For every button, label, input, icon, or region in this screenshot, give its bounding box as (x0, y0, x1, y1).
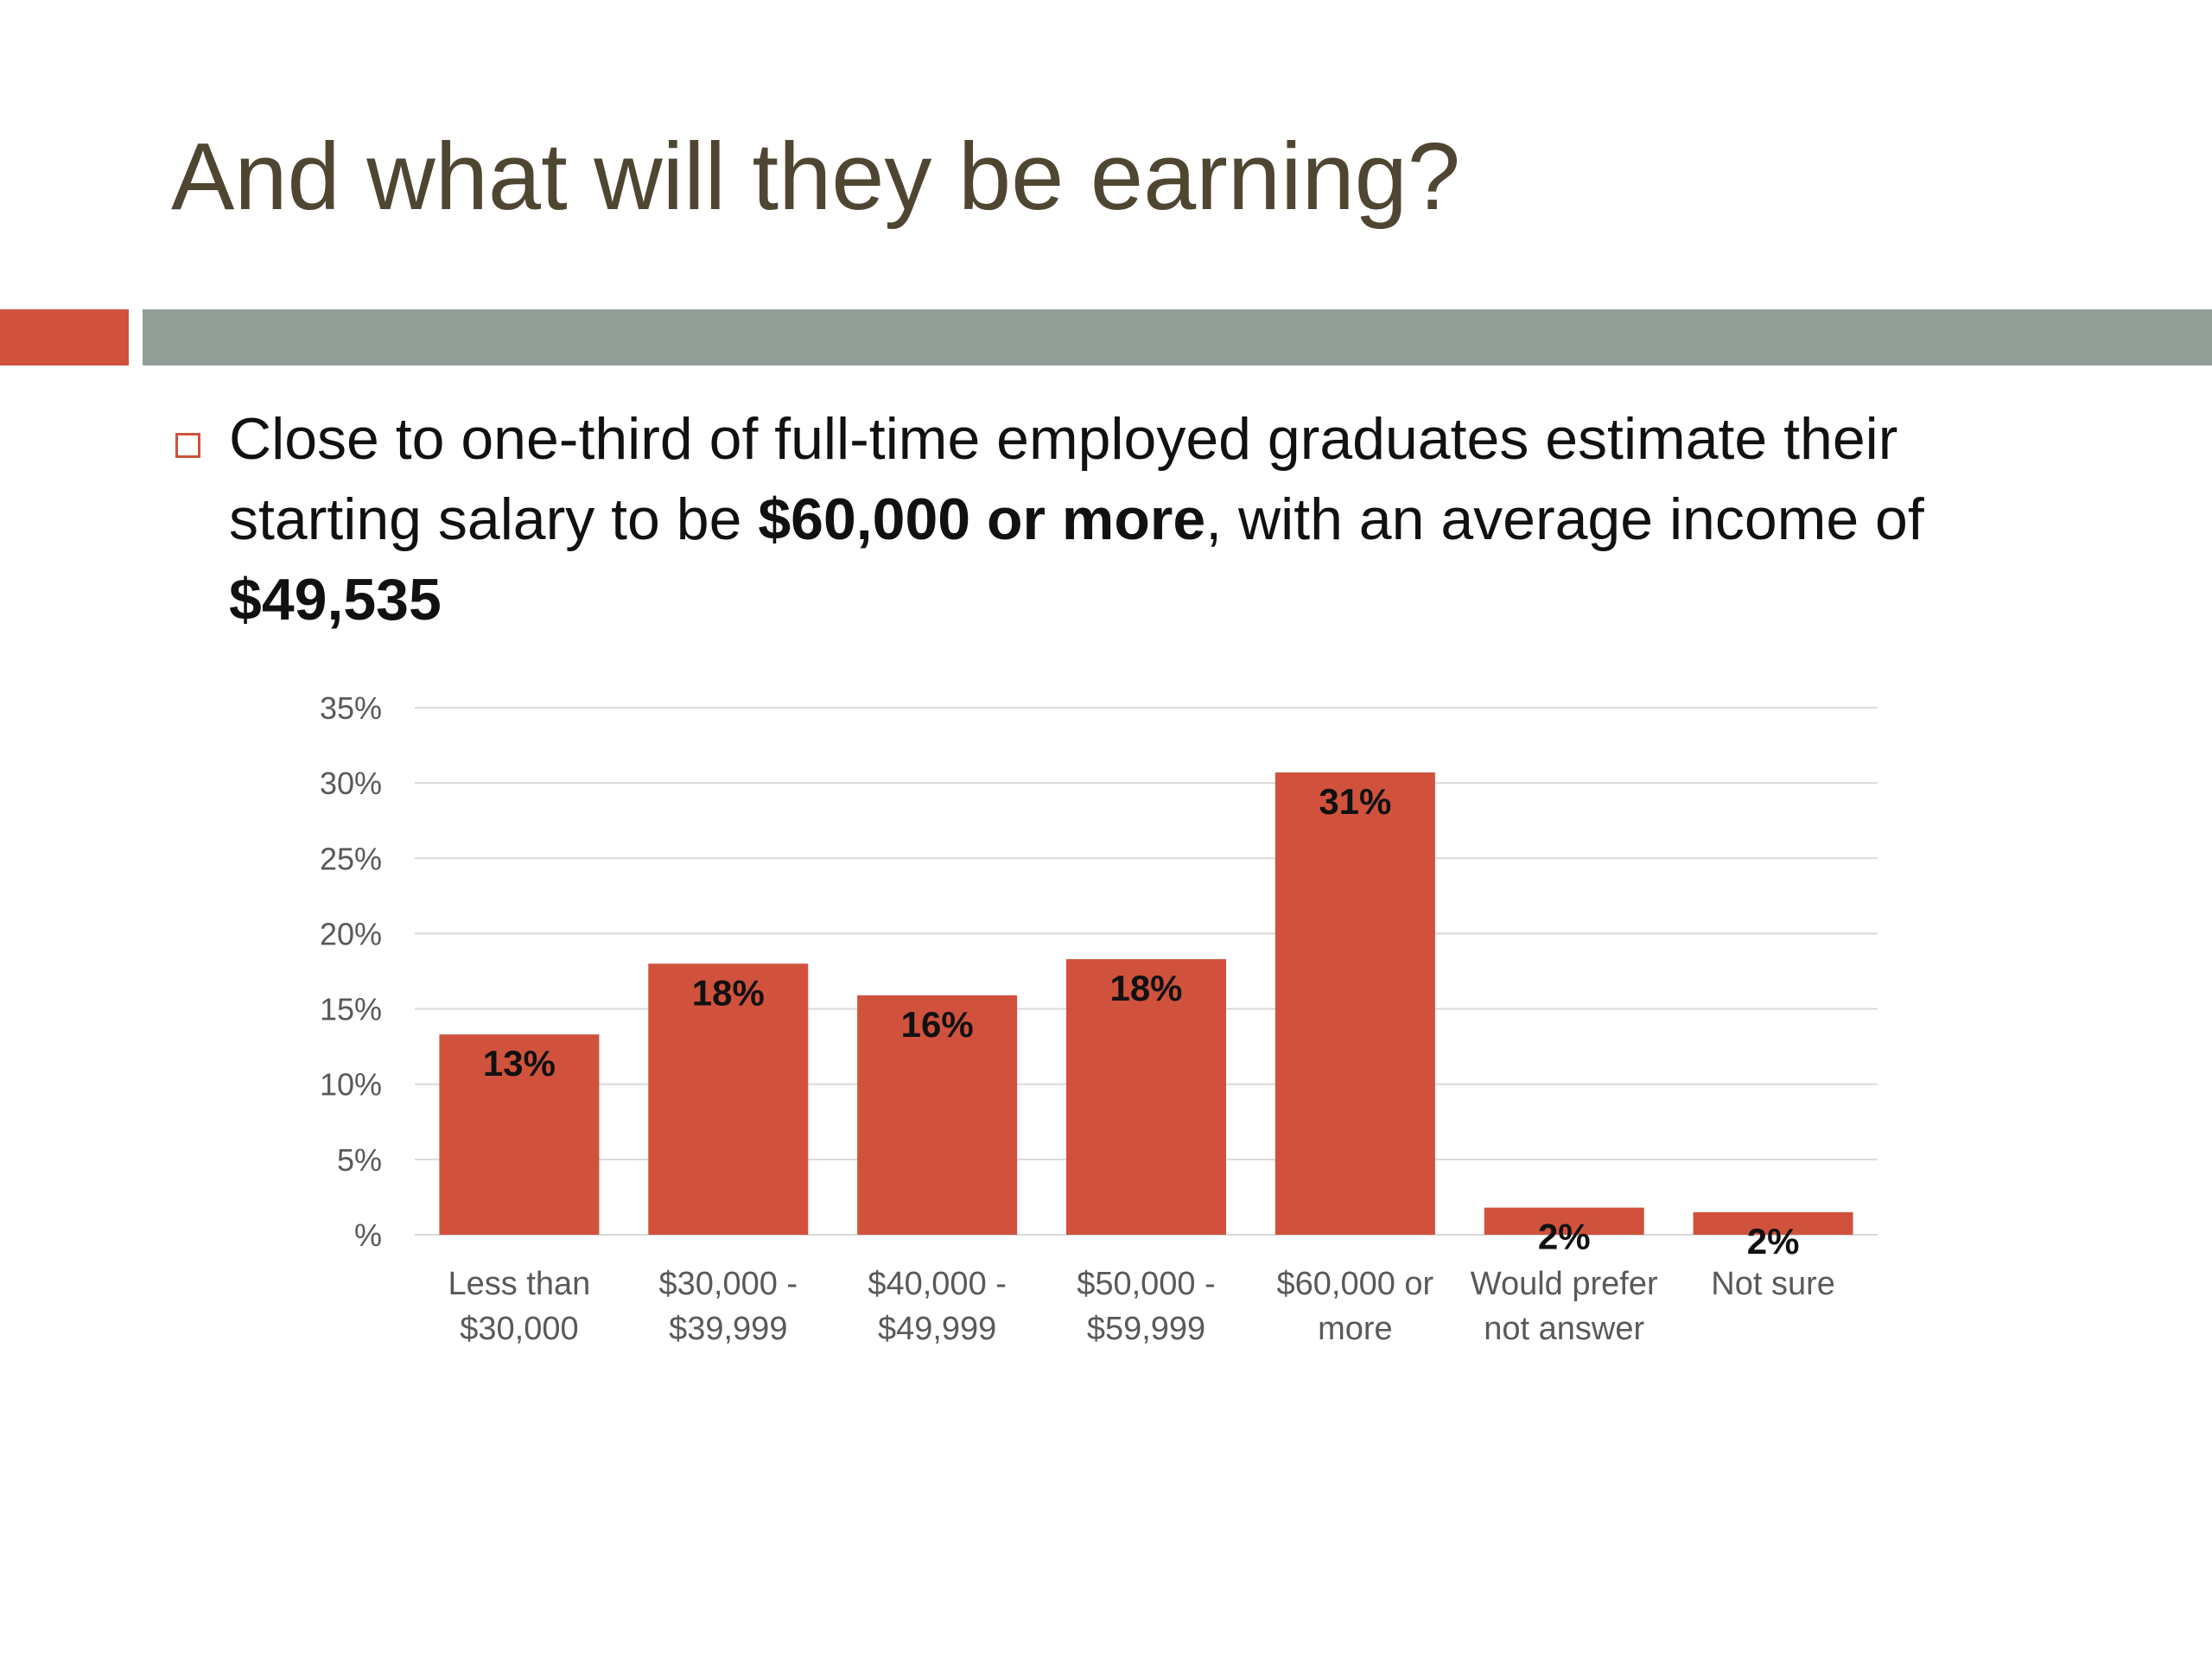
bullet-bold-2: $49,535 (229, 567, 442, 632)
y-tick-label: 35% (320, 690, 382, 726)
accent-bar (0, 309, 129, 365)
x-category-label: Would prefer (1471, 1266, 1658, 1302)
bullet-text: Close to one-third of full-time employed… (229, 399, 2026, 640)
x-category-label: $30,000 (460, 1311, 578, 1347)
bar (439, 1034, 600, 1235)
x-category-label: $60,000 or (1276, 1266, 1433, 1302)
bar (648, 963, 809, 1235)
x-category-label: $39,999 (669, 1311, 787, 1347)
bar (1484, 1207, 1644, 1235)
x-category-label: more (1318, 1311, 1393, 1347)
bar (1066, 959, 1226, 1235)
x-category-label: $49,999 (878, 1311, 996, 1347)
y-tick-label: 5% (337, 1142, 382, 1178)
slide-title: And what will they be earning? (171, 124, 1461, 230)
bullet-text-part-1: Close to one-third of full-time employed… (229, 406, 1898, 552)
y-tick-label: 10% (320, 1067, 382, 1103)
bar-data-label: 2% (1747, 1221, 1800, 1262)
bar-data-label: 13% (483, 1043, 556, 1084)
x-category-label: $40,000 - (868, 1266, 1007, 1302)
x-category-label: $50,000 - (1077, 1266, 1216, 1302)
x-category-label: $59,999 (1087, 1311, 1205, 1347)
x-category-label: not answer (1484, 1311, 1644, 1347)
bullet-bold-1: $60,000 or more (758, 486, 1206, 552)
x-category-label: Less than (448, 1266, 591, 1302)
bar-data-label: 16% (901, 1004, 974, 1045)
x-category-label: Not sure (1711, 1266, 1835, 1302)
y-tick-label: % (354, 1217, 382, 1253)
y-tick-label: 15% (320, 992, 382, 1027)
y-tick-label: 25% (320, 841, 382, 876)
bar-data-label: 18% (1109, 968, 1182, 1008)
bullet-square-icon (175, 433, 200, 458)
bar-data-label: 2% (1538, 1217, 1591, 1257)
y-tick-label: 30% (320, 766, 382, 801)
x-category-label: $30,000 - (658, 1266, 798, 1302)
bar (857, 995, 1018, 1235)
bar-data-label: 18% (692, 972, 765, 1013)
bullet-text-part-2: , with an average income of (1205, 486, 1924, 552)
y-tick-label: 20% (320, 916, 382, 951)
bar-data-label: 31% (1319, 781, 1391, 822)
title-rule-bar (143, 309, 2212, 365)
bar (1693, 1211, 1853, 1235)
bar (1274, 772, 1435, 1235)
